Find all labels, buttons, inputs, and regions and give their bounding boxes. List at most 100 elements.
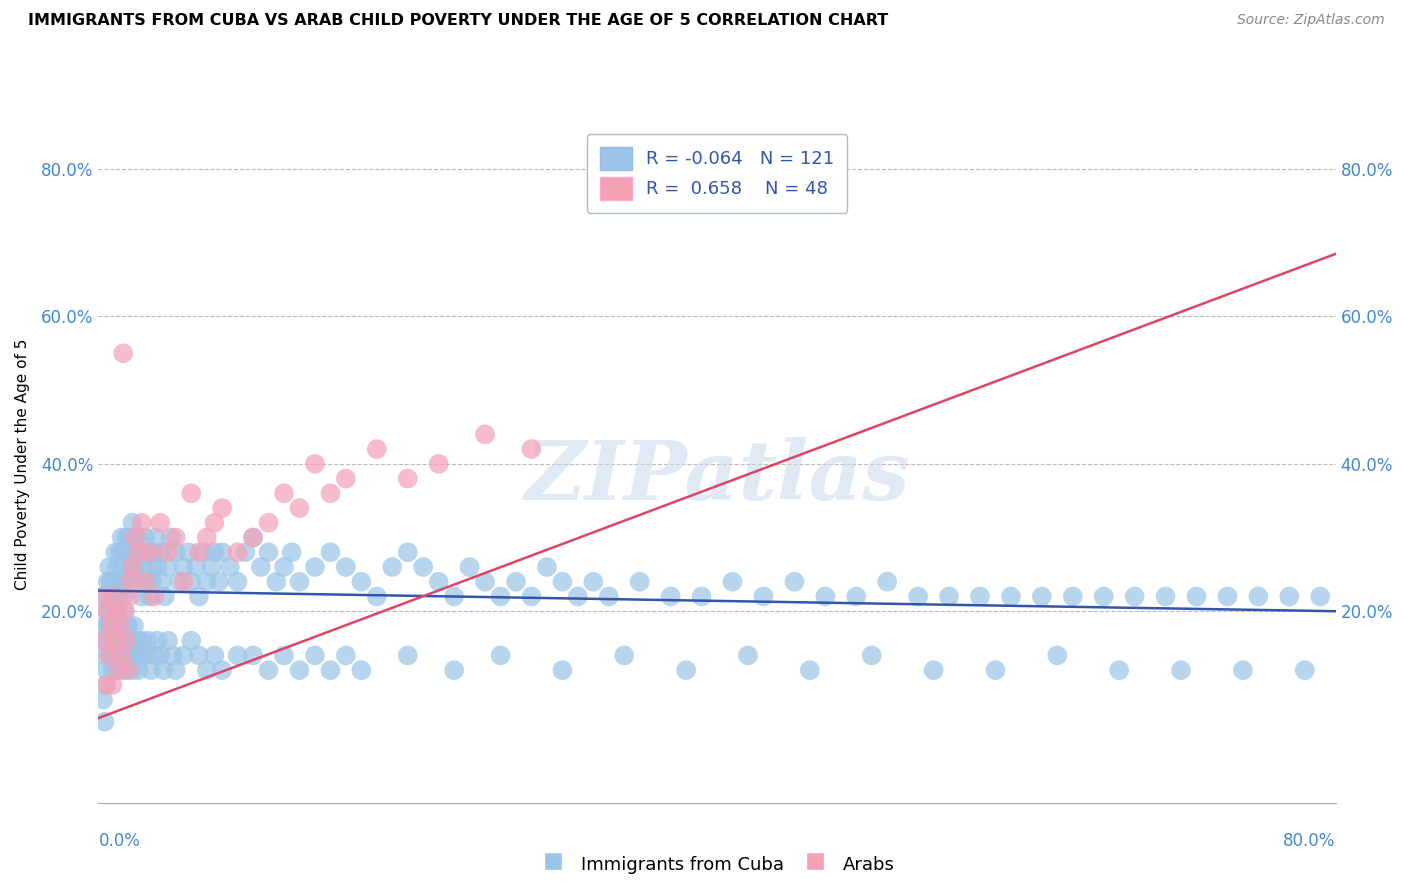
Point (98, 648, 121, 663)
Point (288, 663, 311, 677)
Point (104, 633, 127, 648)
Point (319, 545, 342, 559)
Point (184, 560, 207, 574)
Point (814, 590, 837, 604)
Point (180, 574, 202, 589)
Point (281, 545, 304, 559)
Point (195, 574, 218, 589)
Point (173, 574, 195, 589)
Point (103, 590, 125, 604)
Point (235, 545, 257, 559)
Point (100, 619, 122, 633)
Point (93, 633, 115, 648)
Point (131, 590, 153, 604)
Point (112, 648, 135, 663)
Point (129, 545, 152, 559)
Point (136, 633, 159, 648)
Point (105, 604, 128, 618)
Point (128, 574, 150, 589)
Point (969, 590, 991, 604)
Text: 80.0%: 80.0% (1284, 832, 1336, 850)
Point (165, 545, 187, 559)
Point (335, 648, 357, 663)
Point (105, 604, 128, 618)
Point (1031, 590, 1053, 604)
Point (131, 516, 153, 530)
Point (91, 590, 114, 604)
Point (104, 545, 127, 559)
Point (114, 604, 136, 618)
Point (112, 590, 135, 604)
Point (100, 619, 122, 633)
Point (122, 560, 145, 574)
Point (96, 678, 118, 692)
Point (118, 531, 141, 545)
Point (124, 531, 146, 545)
Point (489, 648, 512, 663)
Point (149, 648, 172, 663)
Point (96, 604, 118, 618)
Point (211, 545, 233, 559)
Point (150, 574, 173, 589)
Point (690, 590, 713, 604)
Point (124, 648, 146, 663)
Point (180, 486, 202, 500)
Point (188, 590, 211, 604)
Point (737, 648, 759, 663)
Point (143, 545, 166, 559)
Point (146, 633, 169, 648)
Point (111, 531, 134, 545)
Point (104, 648, 127, 663)
Point (396, 472, 419, 486)
Point (100, 574, 122, 589)
Point (304, 457, 326, 471)
Point (551, 663, 574, 677)
Point (335, 560, 357, 574)
Point (96, 663, 118, 677)
Point (124, 545, 146, 559)
Point (115, 633, 138, 648)
Point (180, 633, 202, 648)
Point (474, 574, 496, 589)
Point (208, 574, 231, 589)
Point (127, 633, 149, 648)
Point (173, 560, 195, 574)
Point (129, 648, 152, 663)
Point (167, 574, 190, 589)
Point (443, 590, 465, 604)
Point (152, 663, 174, 677)
Point (1170, 663, 1192, 677)
Point (177, 545, 200, 559)
Point (257, 545, 280, 559)
Point (845, 590, 868, 604)
Point (598, 590, 620, 604)
Point (97, 619, 120, 633)
Point (117, 663, 139, 677)
Point (117, 619, 139, 633)
Point (105, 633, 128, 648)
Point (211, 501, 233, 516)
Point (134, 531, 156, 545)
Point (427, 457, 450, 471)
Point (115, 574, 138, 589)
Point (1185, 590, 1208, 604)
Point (366, 590, 388, 604)
Point (120, 552, 142, 566)
Point (97, 633, 120, 648)
Point (120, 574, 142, 589)
Point (143, 648, 166, 663)
Point (304, 648, 326, 663)
Point (149, 516, 172, 530)
Point (157, 545, 180, 559)
Point (91, 590, 114, 604)
Point (153, 590, 176, 604)
Point (93, 714, 115, 729)
Point (122, 619, 145, 633)
Point (98, 648, 121, 663)
Point (520, 590, 543, 604)
Point (143, 590, 166, 604)
Point (366, 442, 388, 456)
Point (101, 590, 124, 604)
Point (138, 545, 160, 559)
Point (628, 574, 651, 589)
